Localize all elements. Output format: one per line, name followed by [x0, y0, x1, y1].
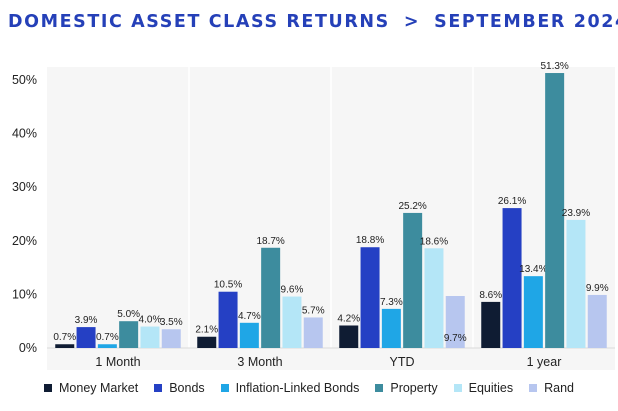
bar-value-label: 8.6%	[479, 290, 502, 301]
y-tick-label: 10%	[12, 287, 37, 301]
bar-value-label: 7.3%	[380, 297, 403, 308]
x-category-label: 3 Month	[237, 355, 282, 369]
bar-value-label: 4.0%	[139, 315, 162, 326]
bar-value-label: 51.3%	[540, 61, 568, 72]
bar	[303, 317, 323, 348]
legend-swatch	[154, 384, 163, 392]
bar	[76, 327, 96, 348]
bar-value-label: 4.2%	[337, 313, 360, 324]
legend-swatch	[529, 384, 538, 392]
legend-swatch	[220, 384, 229, 392]
x-category-label: YTD	[390, 355, 415, 369]
legend-swatch	[44, 384, 52, 392]
bar	[55, 344, 75, 348]
bar	[339, 325, 359, 348]
y-tick-label: 20%	[12, 234, 37, 248]
bar	[424, 248, 444, 348]
bar-value-label: 23.9%	[562, 208, 590, 219]
chart-title-separator: >	[403, 12, 421, 32]
bar	[523, 276, 543, 348]
bar	[261, 247, 281, 348]
y-tick-label: 40%	[12, 127, 37, 141]
bar-value-label: 2.1%	[195, 325, 218, 336]
bar-value-label: 18.7%	[256, 236, 284, 247]
y-tick-label: 30%	[12, 180, 37, 194]
chart-title-main: DOMESTIC ASSET CLASS RETURNS	[8, 12, 390, 32]
x-category-label: 1 Month	[95, 355, 140, 369]
chart-legend: Money Market Bonds Inflation-Linked Bonds P…	[0, 379, 618, 397]
bar	[587, 294, 607, 348]
legend-label: Property	[390, 381, 438, 395]
y-tick-label: 50%	[12, 73, 37, 87]
bar-value-label: 10.5%	[214, 280, 242, 291]
legend-swatch	[375, 384, 384, 392]
legend-item: Money Market	[44, 381, 138, 395]
bar	[381, 308, 401, 348]
bar	[502, 208, 522, 348]
bar	[360, 247, 380, 348]
chart-title-period: SEPTEMBER 2024	[434, 12, 618, 32]
bar	[566, 219, 586, 348]
bar	[403, 212, 423, 348]
bar-value-label: 0.7%	[53, 332, 76, 343]
legend-item: Inflation-Linked Bonds	[220, 381, 360, 395]
bar	[481, 301, 501, 348]
bar	[161, 329, 181, 348]
bar	[445, 296, 465, 348]
chart-title: DOMESTIC ASSET CLASS RETURNS > SEPTEMBER 2…	[8, 12, 618, 32]
bar-value-label: 25.2%	[398, 201, 426, 212]
bar-value-label: 9.9%	[586, 283, 609, 294]
legend-swatch	[453, 384, 462, 392]
bar-value-label: 9.7%	[444, 333, 467, 344]
bar	[545, 73, 565, 349]
bar-value-label: 5.0%	[117, 309, 140, 320]
legend-label: Equities	[468, 381, 514, 395]
x-category-label: 1 year	[527, 355, 562, 369]
bar-value-label: 26.1%	[498, 196, 526, 207]
bar-value-label: 4.7%	[238, 311, 261, 322]
bar	[97, 344, 117, 348]
bar	[140, 326, 160, 348]
legend-label: Bonds	[169, 381, 205, 395]
bar-value-label: 3.5%	[160, 317, 183, 328]
bar-value-label: 9.6%	[281, 285, 304, 296]
bar-value-label: 5.7%	[302, 305, 325, 316]
legend-item: Property	[375, 381, 438, 395]
bar	[197, 336, 217, 348]
bar-value-label: 18.8%	[356, 235, 384, 246]
legend-item: Bonds	[154, 381, 205, 395]
bar	[119, 321, 139, 348]
bar	[218, 291, 238, 348]
legend-label: Inflation-Linked Bonds	[235, 381, 360, 395]
y-tick-label: 0%	[19, 341, 37, 355]
legend-label: Money Market	[59, 381, 139, 395]
bar	[282, 296, 302, 348]
bar	[239, 322, 259, 348]
bar-value-label: 18.6%	[420, 236, 448, 247]
legend-item: Rand	[529, 381, 574, 395]
legend-item: Equities	[453, 381, 514, 395]
bar-value-label: 13.4%	[519, 264, 547, 275]
legend-label: Rand	[544, 381, 574, 395]
bar-value-label: 0.7%	[96, 332, 119, 343]
bar-value-label: 3.9%	[75, 315, 98, 326]
